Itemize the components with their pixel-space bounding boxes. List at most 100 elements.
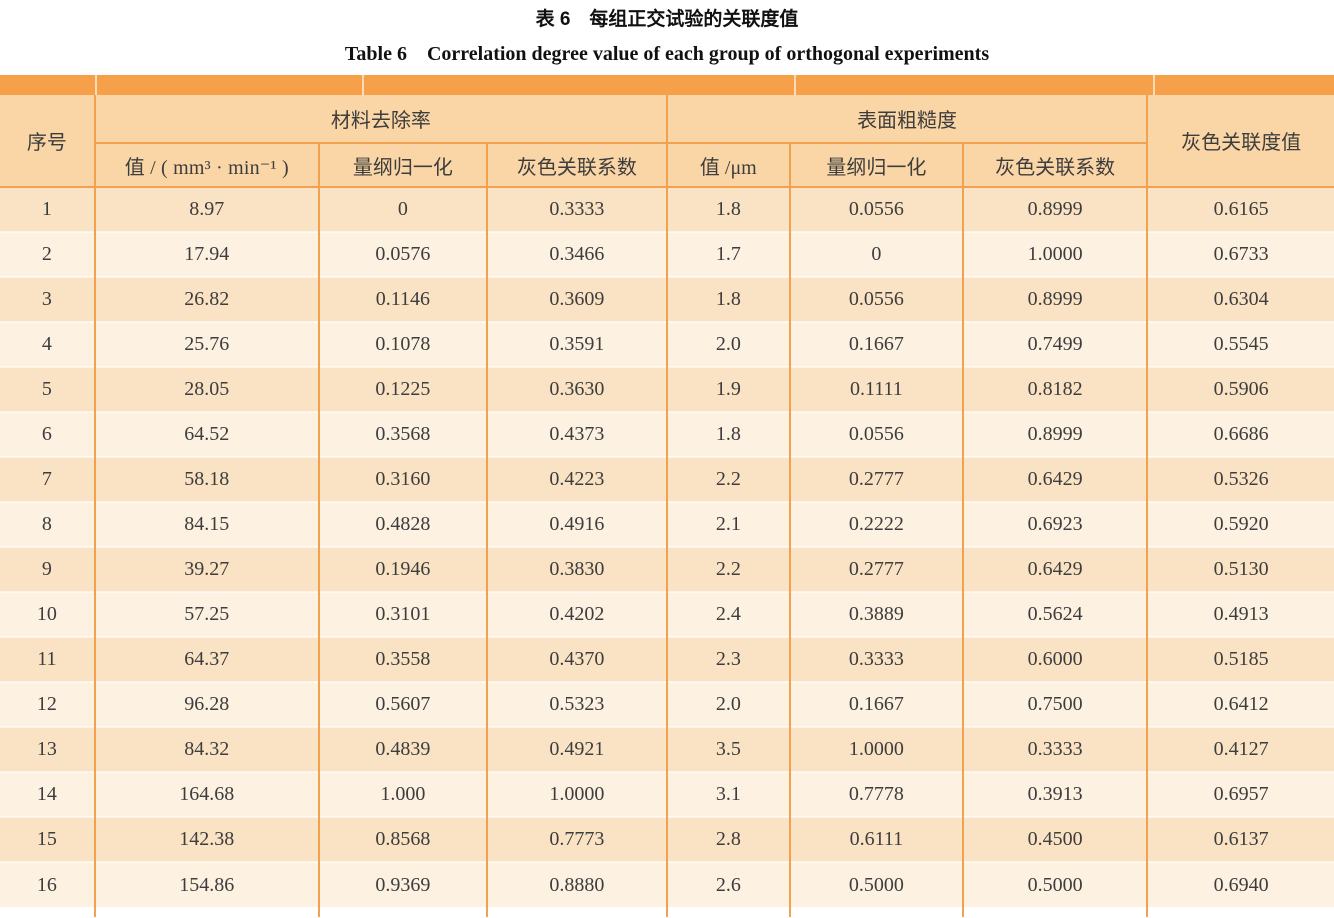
value-cell: 1.7	[666, 231, 791, 277]
value-cell: 0.9369	[318, 861, 488, 907]
band-segment	[96, 75, 363, 95]
value-cell: 1.000	[318, 771, 488, 817]
col-header-mrr-normalized: 量纲归一化	[318, 143, 488, 188]
value-cell: 0.6412	[1147, 681, 1334, 727]
table-row: 13 84.32 0.4839 0.4921 3.5 1.0000 0.3333 0.4127	[0, 726, 1334, 772]
value-cell: 0.7773	[486, 816, 668, 862]
value-cell: 1.8	[666, 276, 791, 322]
value-cell: 0.6686	[1147, 411, 1334, 457]
value-cell: 2.0	[666, 321, 791, 367]
value-cell: 0.6137	[1147, 816, 1334, 862]
value-cell: 0.6733	[1147, 231, 1334, 277]
table-row: 9 39.27 0.1946 0.3830 2.2 0.2777 0.6429 0.5130	[0, 546, 1334, 592]
col-header-roughness-grey-coefficient: 灰色关联系数	[963, 143, 1149, 188]
value-cell: 0.3889	[789, 591, 965, 637]
value-cell: 0.4921	[486, 726, 668, 772]
value-cell: 0.3568	[318, 411, 488, 457]
value-cell: 1.8	[666, 187, 791, 232]
value-cell: 0.5000	[963, 861, 1149, 907]
table-row: 11 64.37 0.3558 0.4370 2.3 0.3333 0.6000 0.5185	[0, 636, 1334, 682]
table-header: 序号 材料去除率 表面粗糙度 灰色关联度值 值 / ( mm³ · min⁻¹ …	[0, 95, 1334, 188]
value-cell: 0.4223	[486, 456, 668, 502]
value-cell: 0.8568	[318, 816, 488, 862]
value-cell: 39.27	[94, 546, 320, 592]
value-cell: 0.8182	[963, 366, 1149, 412]
value-cell: 2.8	[666, 816, 791, 862]
col-group-material-removal-rate: 材料去除率	[94, 95, 668, 144]
table-row: 2 17.94 0.0576 0.3466 1.7 0 1.0000 0.6733	[0, 231, 1334, 277]
row-index-cell: 5	[0, 366, 96, 412]
value-cell: 0.5607	[318, 681, 488, 727]
value-cell: 0	[789, 231, 965, 277]
value-cell: 0.3591	[486, 321, 668, 367]
value-cell: 0.3913	[963, 771, 1149, 817]
value-cell: 84.15	[94, 501, 320, 547]
value-cell: 0.8999	[963, 276, 1149, 322]
value-cell: 0.4202	[486, 591, 668, 637]
value-cell: 0.0576	[318, 231, 488, 277]
value-cell: 154.86	[94, 861, 320, 907]
table-row: 7 58.18 0.3160 0.4223 2.2 0.2777 0.6429 0.5326	[0, 456, 1334, 502]
band-segment	[1155, 75, 1334, 95]
col-header-roughness-normalized: 量纲归一化	[789, 143, 965, 188]
row-index-cell: 14	[0, 771, 96, 817]
value-cell: 0.7500	[963, 681, 1149, 727]
col-header-roughness-value: 值 /μm	[666, 143, 791, 188]
value-cell: 0.3333	[963, 726, 1149, 772]
value-cell: 0.3630	[486, 366, 668, 412]
value-cell: 0.4916	[486, 501, 668, 547]
value-cell: 0.4127	[1147, 726, 1334, 772]
cutoff-cell	[94, 907, 320, 917]
value-cell: 0.3160	[318, 456, 488, 502]
value-cell: 58.18	[94, 456, 320, 502]
value-cell: 1.9	[666, 366, 791, 412]
value-cell: 0.3333	[486, 187, 668, 232]
value-cell: 0.6957	[1147, 771, 1334, 817]
value-cell: 0.1146	[318, 276, 488, 322]
value-cell: 1.0000	[486, 771, 668, 817]
value-cell: 0.5185	[1147, 636, 1334, 682]
table-row: 16 154.86 0.9369 0.8880 2.6 0.5000 0.5000 0.694…	[0, 861, 1334, 907]
col-header-grey-correlation-degree: 灰色关联度值	[1147, 95, 1334, 188]
value-cell: 17.94	[94, 231, 320, 277]
value-cell: 0.1111	[789, 366, 965, 412]
cutoff-cell	[0, 907, 96, 917]
value-cell: 1.0000	[963, 231, 1149, 277]
value-cell: 0.6923	[963, 501, 1149, 547]
value-cell: 0.6940	[1147, 861, 1334, 907]
table-row: 3 26.82 0.1146 0.3609 1.8 0.0556 0.8999 0.6304	[0, 276, 1334, 322]
row-index-cell: 8	[0, 501, 96, 547]
value-cell: 0.6111	[789, 816, 965, 862]
row-index-cell: 3	[0, 276, 96, 322]
table-row: 5 28.05 0.1225 0.3630 1.9 0.1111 0.8182 0.5906	[0, 366, 1334, 412]
row-index-cell: 12	[0, 681, 96, 727]
value-cell: 26.82	[94, 276, 320, 322]
value-cell: 0.6165	[1147, 187, 1334, 232]
table-row: 15 142.38 0.8568 0.7773 2.8 0.6111 0.4500 0.613…	[0, 816, 1334, 862]
value-cell: 2.2	[666, 546, 791, 592]
table-row: 10 57.25 0.3101 0.4202 2.4 0.3889 0.5624 0.4913	[0, 591, 1334, 637]
value-cell: 0.6429	[963, 456, 1149, 502]
cutoff-cell	[666, 907, 791, 917]
value-cell: 0.6429	[963, 546, 1149, 592]
value-cell: 0.1225	[318, 366, 488, 412]
value-cell: 0.6000	[963, 636, 1149, 682]
value-cell: 0.3466	[486, 231, 668, 277]
value-cell: 0.5130	[1147, 546, 1334, 592]
col-header-index: 序号	[0, 95, 96, 188]
value-cell: 0.0556	[789, 411, 965, 457]
value-cell: 84.32	[94, 726, 320, 772]
col-group-surface-roughness: 表面粗糙度	[666, 95, 1149, 144]
value-cell: 0.2777	[789, 456, 965, 502]
correlation-table: 序号 材料去除率 表面粗糙度 灰色关联度值 值 / ( mm³ · min⁻¹ …	[0, 95, 1334, 917]
cutoff-cell	[1147, 907, 1334, 917]
value-cell: 142.38	[94, 816, 320, 862]
value-cell: 0.2777	[789, 546, 965, 592]
value-cell: 0.8999	[963, 187, 1149, 232]
value-cell: 0.0556	[789, 276, 965, 322]
value-cell: 64.37	[94, 636, 320, 682]
value-cell: 2.1	[666, 501, 791, 547]
value-cell: 28.05	[94, 366, 320, 412]
value-cell: 0.5920	[1147, 501, 1334, 547]
